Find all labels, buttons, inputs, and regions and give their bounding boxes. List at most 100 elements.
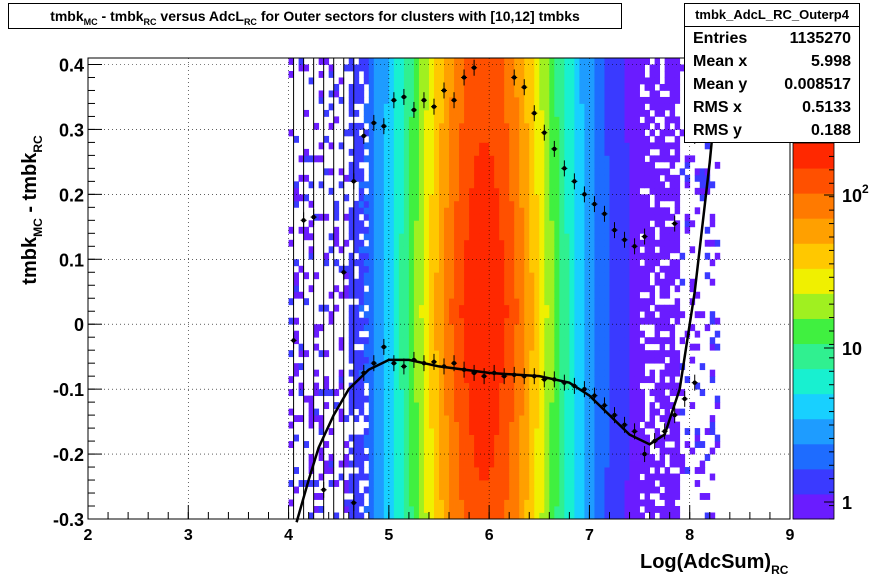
heatmap-cell [674, 83, 681, 91]
heatmap-cell [509, 486, 515, 494]
heatmap-cell [659, 395, 666, 403]
heatmap-cell [589, 285, 595, 293]
heatmap-cell [704, 239, 711, 247]
heatmap-cell [454, 421, 460, 429]
heatmap-cell [569, 473, 575, 481]
heatmap-cell [408, 200, 415, 208]
heatmap-cell [459, 337, 465, 345]
heatmap-cell [459, 298, 465, 306]
heatmap-cell [649, 259, 656, 267]
profile-point [671, 215, 678, 232]
heatmap-cell [619, 122, 625, 130]
heatmap-cell [433, 135, 440, 143]
point-marker [391, 360, 397, 366]
heatmap-cell [358, 200, 365, 208]
heatmap-cell [479, 70, 485, 78]
heatmap-cell [544, 148, 550, 156]
heatmap-cell [589, 181, 595, 189]
heatmap-cell [649, 77, 656, 85]
heatmap-cell [363, 454, 370, 461]
heatmap-cell [423, 265, 430, 273]
heatmap-cell [574, 285, 580, 293]
heatmap-cell [569, 135, 575, 143]
heatmap-cell [599, 142, 605, 150]
heatmap-cell [464, 499, 470, 507]
profile-point [350, 173, 357, 190]
heatmap-cell [368, 174, 375, 182]
heatmap-cell [574, 506, 580, 513]
heatmap-cell [604, 168, 610, 176]
heatmap-cell [584, 161, 590, 169]
heatmap-cell [664, 116, 671, 124]
heatmap-cell [599, 350, 605, 358]
heatmap-cell [494, 220, 500, 228]
heatmap-cell [569, 83, 575, 91]
heatmap-cell [654, 77, 661, 85]
heatmap-cell [368, 389, 375, 397]
heatmap-cell [604, 155, 610, 163]
heatmap-cell [348, 64, 355, 72]
heatmap-cell [629, 103, 635, 111]
heatmap-cell [559, 415, 565, 423]
point-marker [401, 364, 407, 369]
heatmap-cell [539, 304, 545, 312]
heatmap-cell [544, 402, 550, 410]
heatmap-cell [408, 161, 415, 169]
heatmap-cell [664, 194, 671, 202]
heatmap-cell [659, 207, 666, 215]
heatmap-cell [499, 421, 505, 429]
heatmap-cell [348, 389, 355, 397]
heatmap-cell [539, 460, 545, 468]
heatmap-cell [544, 441, 550, 448]
heatmap-cell [539, 324, 545, 332]
heatmap-cell [439, 499, 445, 507]
heatmap-cell [504, 213, 510, 221]
heatmap-cell [298, 350, 305, 358]
heatmap-cell [303, 441, 310, 448]
heatmap-cell [539, 428, 545, 435]
heatmap-cell [509, 77, 515, 85]
heatmap-cell [624, 499, 630, 507]
heatmap-cell [524, 161, 530, 169]
heatmap-cell [464, 265, 470, 273]
heatmap-cell [439, 447, 445, 455]
heatmap-cell [494, 298, 500, 306]
heatmap-cell [654, 330, 661, 338]
heatmap-cell [378, 493, 385, 500]
heatmap-cell [649, 369, 656, 377]
heatmap-cell [363, 441, 370, 448]
heatmap-cell [619, 174, 625, 182]
heatmap-cell [569, 350, 575, 358]
heatmap-cell [383, 155, 390, 163]
heatmap-cell [363, 486, 370, 494]
heatmap-cell [654, 486, 661, 494]
heatmap-cell [669, 58, 676, 65]
heatmap-cell [574, 265, 580, 273]
heatmap-cell [323, 259, 330, 267]
heatmap-cell [408, 298, 415, 306]
heatmap-cell [449, 272, 455, 280]
heatmap-cell [504, 148, 510, 156]
heatmap-cell [604, 239, 610, 247]
heatmap-cell [559, 246, 565, 254]
heatmap-cell [624, 298, 630, 306]
heatmap-cell [584, 356, 590, 364]
heatmap-cell [599, 382, 605, 390]
profile-point [370, 114, 377, 131]
heatmap-cell [368, 304, 375, 312]
heatmap-cell [358, 402, 365, 410]
heatmap-cell [383, 265, 390, 273]
heatmap-cell [413, 324, 420, 332]
heatmap-cell [549, 220, 555, 228]
heatmap-cell [454, 161, 460, 169]
heatmap-cell [609, 96, 615, 104]
heatmap-cell [413, 395, 420, 403]
heatmap-cell [559, 187, 565, 195]
heatmap-cell [489, 103, 495, 111]
heatmap-cell [549, 317, 555, 325]
heatmap-cell [614, 161, 620, 169]
heatmap-cell [363, 233, 370, 241]
heatmap-cell [398, 447, 405, 455]
heatmap-cell [599, 447, 605, 455]
heatmap-cell [439, 181, 445, 189]
